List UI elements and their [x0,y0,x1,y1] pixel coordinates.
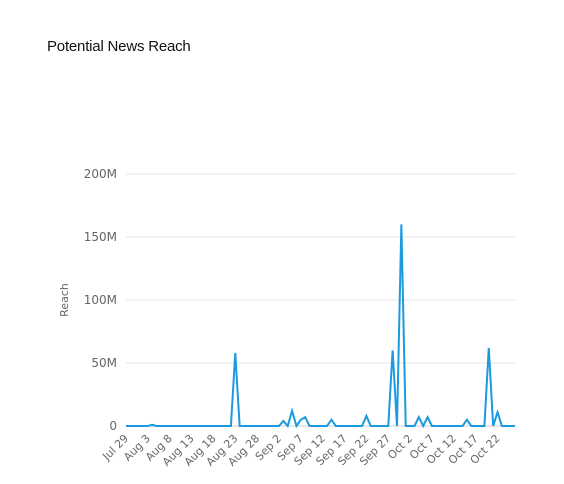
grid-lines [126,173,515,427]
y-tick-label: 150M [84,230,117,244]
y-axis-ticks: 0 50M 100M 150M 200M [84,167,117,433]
chart-title: Potential News Reach [47,38,191,55]
y-tick-label: 200M [84,167,117,181]
y-tick-label: 100M [84,293,117,307]
y-axis-label: Reach [58,283,71,317]
y-tick-label: 0 [109,419,117,433]
series-line [126,224,515,429]
y-tick-label: 50M [91,356,117,370]
series-layer [126,224,515,429]
